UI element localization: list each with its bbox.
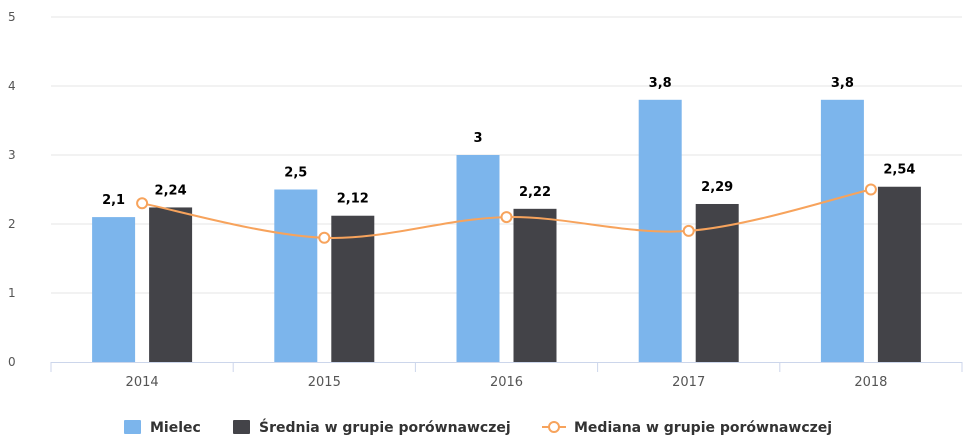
bar-srednia-2018	[877, 186, 921, 362]
bar-mielec-2015	[274, 189, 318, 362]
data-label-srednia-2014: 2,24	[155, 183, 187, 198]
median-point-2014	[136, 197, 149, 210]
bar-srednia-2014	[149, 207, 193, 362]
y-tick-label-4: 4	[8, 79, 16, 93]
y-tick-label-2: 2	[8, 217, 16, 231]
legend-item-mediana[interactable]: Mediana w grupie porównawczej	[542, 420, 832, 436]
legend[interactable]: Mielec Średnia w grupie porównawczej Med…	[124, 418, 832, 436]
median-line	[136, 183, 877, 244]
legend-marker-mediana	[548, 421, 560, 433]
data-label-srednia-2015: 2,12	[337, 192, 369, 207]
legend-swatch-mielec	[124, 420, 141, 434]
bar-mielec-2018	[820, 99, 864, 363]
y-tick-label-5: 5	[8, 10, 16, 24]
bar-srednia-2015	[331, 215, 375, 362]
x-tick-label-2016: 2016	[490, 375, 523, 390]
x-tick-label-2018: 2018	[854, 375, 887, 390]
median-point-2018	[864, 183, 877, 196]
legend-swatch-srednia	[233, 420, 250, 434]
data-label-mielec-2014: 2,1	[102, 193, 125, 208]
legend-item-srednia[interactable]: Średnia w grupie porównawczej	[233, 418, 511, 436]
data-labels: 2,1 2,5 3 3,8 3,8 2,24 2,12 2,22 2,29 2,54	[102, 76, 915, 208]
legend-label-srednia: Średnia w grupie porównawczej	[259, 418, 511, 436]
median-point-2016	[500, 211, 513, 224]
bar-mielec-2014	[92, 217, 136, 362]
data-label-mielec-2018: 3,8	[831, 76, 854, 91]
bars	[92, 99, 921, 363]
legend-item-mielec[interactable]: Mielec	[124, 420, 201, 436]
data-label-srednia-2018: 2,54	[883, 163, 915, 178]
data-label-srednia-2016: 2,22	[519, 185, 551, 200]
x-axis: 2014 2015 2016 2017 2018	[50, 362, 963, 390]
y-tick-label-3: 3	[8, 148, 16, 162]
y-tick-label-0: 0	[8, 355, 16, 369]
data-label-mielec-2015: 2,5	[284, 166, 307, 181]
x-tick-label-2017: 2017	[672, 375, 705, 390]
grid	[51, 16, 962, 294]
median-point-2017	[682, 224, 695, 237]
legend-label-mielec: Mielec	[150, 420, 201, 436]
bar-mielec-2016	[456, 155, 500, 362]
bar-srednia-2016	[513, 208, 557, 362]
median-point-2015	[318, 231, 331, 244]
y-tick-label-1: 1	[8, 286, 16, 300]
x-tick-label-2014: 2014	[126, 375, 159, 390]
data-label-srednia-2017: 2,29	[701, 180, 733, 195]
legend-label-mediana: Mediana w grupie porównawczej	[574, 420, 832, 436]
data-label-mielec-2017: 3,8	[649, 76, 672, 91]
data-label-mielec-2016: 3	[473, 131, 482, 146]
y-axis: 0 1 2 3 4 5	[8, 10, 16, 369]
x-tick-label-2015: 2015	[308, 375, 341, 390]
